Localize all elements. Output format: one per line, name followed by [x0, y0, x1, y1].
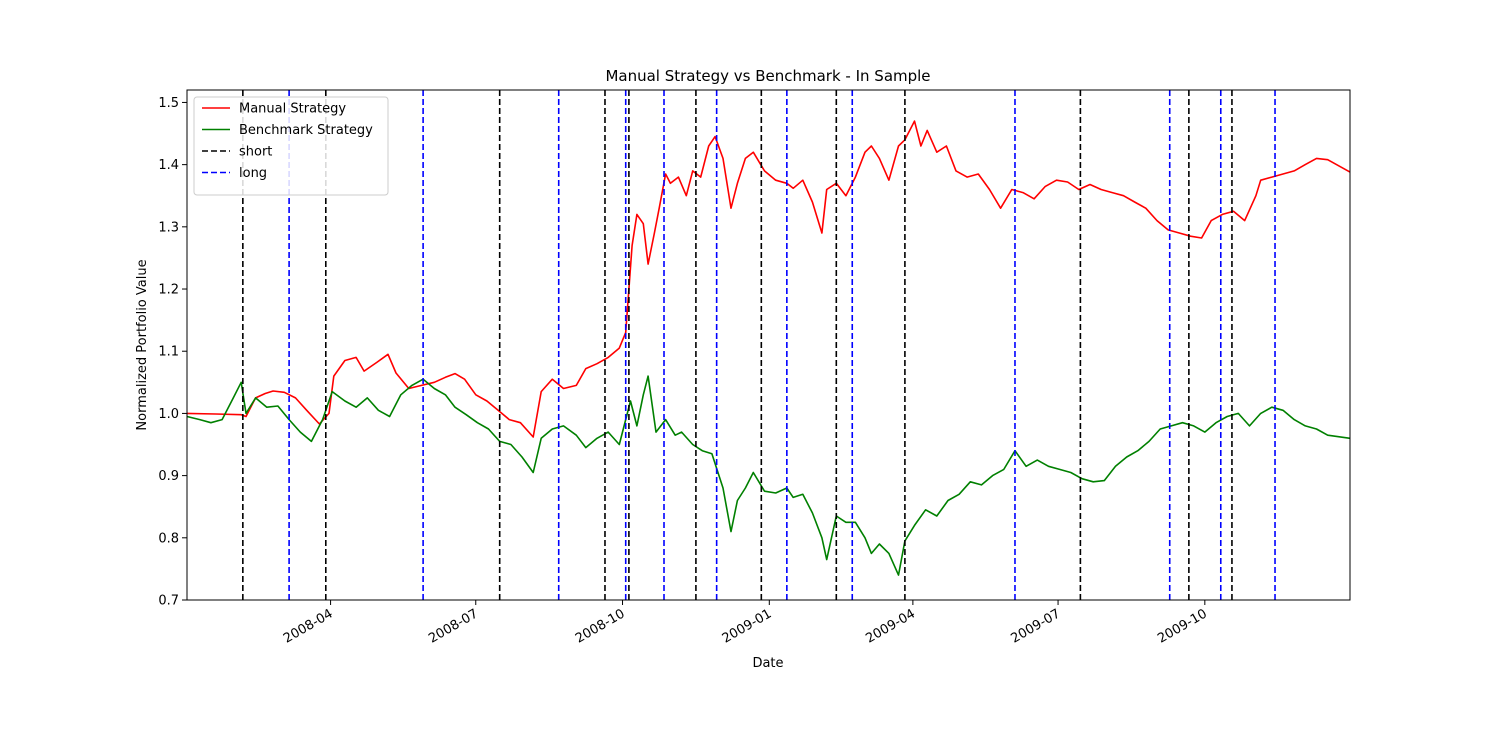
plot-area	[186, 90, 1351, 600]
y-tick-label: 1.5	[158, 96, 179, 111]
legend-box	[193, 96, 389, 196]
x-tick-label: 2008-07	[426, 606, 481, 646]
legend-label: short	[239, 145, 272, 160]
legend-label: long	[239, 166, 267, 181]
y-tick-label: 0.8	[158, 531, 179, 546]
legend-label: Benchmark Strategy	[239, 123, 373, 138]
y-axis-label: Normalized Portfolio Value	[135, 259, 150, 430]
y-tick-label: 1.3	[158, 220, 179, 235]
y-tick-label: 1.2	[158, 283, 179, 298]
x-tick-label: 2009-07	[1009, 606, 1064, 646]
series-line-benchmark-strategy	[186, 375, 1351, 576]
legend: Manual Strategy Benchmark Strategy short lo…	[193, 96, 389, 196]
x-axis: 2008-04 2008-07 2008-10 2009-01 2009-04 2009-…	[281, 600, 1210, 647]
y-tick-label: 1.1	[158, 345, 179, 360]
x-tick-label: 2009-10	[1155, 606, 1210, 646]
x-tick-label: 2009-01	[720, 606, 775, 646]
y-tick-label: 1.4	[158, 158, 179, 173]
y-tick-label: 0.9	[158, 469, 179, 484]
y-tick-label: 1.0	[158, 407, 179, 422]
series-line-manual-strategy	[186, 120, 1351, 438]
plot-frame	[186, 89, 1351, 601]
legend-label: Manual Strategy	[239, 102, 346, 117]
x-axis-label: Date	[752, 656, 783, 671]
y-axis: 0.7 0.8 0.9 1.0 1.1 1.2 1.3 1.4 1.5	[158, 96, 187, 609]
x-tick-label: 2008-10	[573, 606, 628, 646]
y-tick-label: 0.7	[158, 594, 179, 609]
chart-title: Manual Strategy vs Benchmark - In Sample	[605, 67, 930, 85]
x-tick-label: 2008-04	[281, 606, 336, 646]
x-tick-label: 2009-04	[863, 606, 918, 646]
